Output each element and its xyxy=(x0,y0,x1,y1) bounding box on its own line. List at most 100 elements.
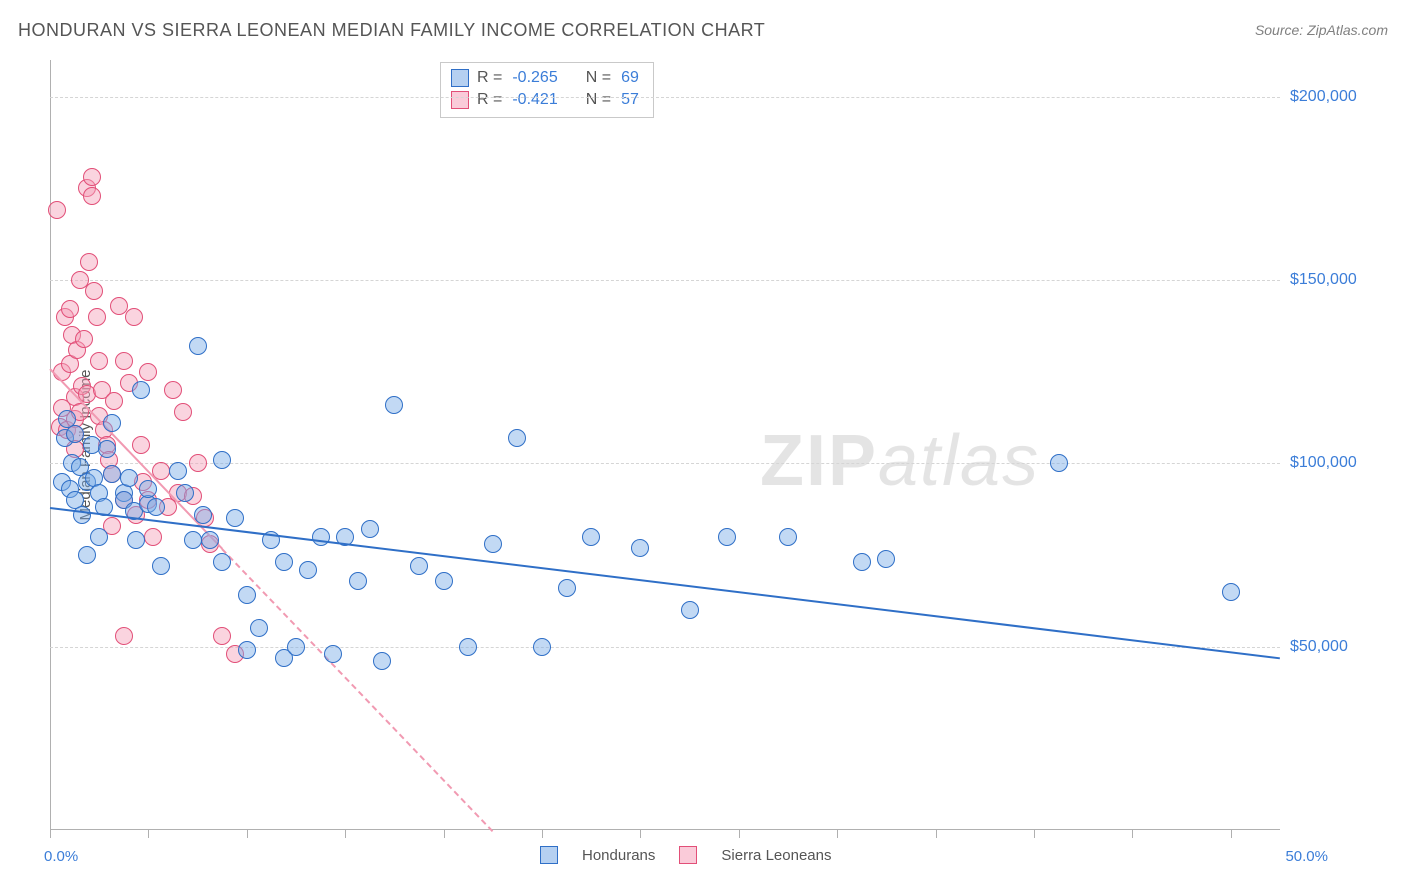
data-point xyxy=(103,465,121,483)
data-point xyxy=(83,168,101,186)
data-point xyxy=(484,535,502,553)
data-point xyxy=(132,381,150,399)
data-point xyxy=(147,498,165,516)
data-point xyxy=(631,539,649,557)
data-point xyxy=(85,282,103,300)
gridline xyxy=(50,463,1280,464)
swatch-blue-icon xyxy=(451,69,469,87)
data-point xyxy=(152,557,170,575)
data-point xyxy=(373,652,391,670)
swatch-pink-icon xyxy=(451,91,469,109)
y-tick-label: $100,000 xyxy=(1290,454,1357,472)
r-value: -0.421 xyxy=(510,89,559,111)
data-point xyxy=(349,572,367,590)
data-point xyxy=(250,619,268,637)
data-point xyxy=(125,308,143,326)
data-point xyxy=(83,187,101,205)
data-point xyxy=(718,528,736,546)
data-point xyxy=(853,553,871,571)
data-point xyxy=(508,429,526,447)
series-legend: Hondurans Sierra Leoneans xyxy=(540,846,831,864)
data-point xyxy=(144,528,162,546)
data-point xyxy=(582,528,600,546)
x-tick xyxy=(640,830,641,838)
data-point xyxy=(558,579,576,597)
legend-label: Sierra Leoneans xyxy=(721,847,831,864)
data-point xyxy=(435,572,453,590)
data-point xyxy=(73,506,91,524)
r-value: -0.265 xyxy=(510,67,559,89)
data-point xyxy=(174,403,192,421)
x-tick xyxy=(542,830,543,838)
data-point xyxy=(533,638,551,656)
data-point xyxy=(80,253,98,271)
x-tick xyxy=(1132,830,1133,838)
data-point xyxy=(127,531,145,549)
r-label: R = xyxy=(477,89,502,111)
data-point xyxy=(164,381,182,399)
x-max-label: 50.0% xyxy=(1285,848,1328,865)
data-point xyxy=(287,638,305,656)
data-point xyxy=(189,337,207,355)
scatter-plot-area xyxy=(50,60,1280,830)
data-point xyxy=(184,531,202,549)
gridline xyxy=(50,280,1280,281)
x-tick xyxy=(148,830,149,838)
legend-label: Hondurans xyxy=(582,847,655,864)
y-tick-label: $200,000 xyxy=(1290,88,1357,106)
data-point xyxy=(90,528,108,546)
gridline xyxy=(50,97,1280,98)
data-point xyxy=(213,627,231,645)
data-point xyxy=(226,509,244,527)
y-tick-label: $150,000 xyxy=(1290,271,1357,289)
source-attribution: Source: ZipAtlas.com xyxy=(1255,22,1388,38)
data-point xyxy=(66,425,84,443)
stats-row-sierraleoneans: R = -0.421 N = 57 xyxy=(451,89,641,111)
data-point xyxy=(88,308,106,326)
data-point xyxy=(78,546,96,564)
x-tick xyxy=(837,830,838,838)
data-point xyxy=(139,363,157,381)
n-label: N = xyxy=(586,89,611,111)
data-point xyxy=(201,531,219,549)
x-tick xyxy=(50,830,51,838)
n-label: N = xyxy=(586,67,611,89)
data-point xyxy=(103,414,121,432)
x-tick xyxy=(444,830,445,838)
x-tick xyxy=(936,830,937,838)
data-point xyxy=(120,469,138,487)
legend-swatch-blue-icon xyxy=(540,846,558,864)
data-point xyxy=(877,550,895,568)
n-value: 57 xyxy=(619,89,641,111)
data-point xyxy=(90,352,108,370)
data-point xyxy=(189,454,207,472)
x-tick xyxy=(1231,830,1232,838)
data-point xyxy=(213,451,231,469)
data-point xyxy=(194,506,212,524)
data-point xyxy=(213,553,231,571)
correlation-stats-box: R = -0.265 N = 69 R = -0.421 N = 57 xyxy=(440,62,654,118)
data-point xyxy=(361,520,379,538)
y-tick-label: $50,000 xyxy=(1290,638,1348,656)
data-point xyxy=(299,561,317,579)
data-point xyxy=(169,462,187,480)
n-value: 69 xyxy=(619,67,641,89)
data-point xyxy=(324,645,342,663)
data-point xyxy=(459,638,477,656)
legend-swatch-pink-icon xyxy=(679,846,697,864)
data-point xyxy=(410,557,428,575)
data-point xyxy=(61,300,79,318)
data-point xyxy=(132,436,150,454)
data-point xyxy=(139,480,157,498)
data-point xyxy=(385,396,403,414)
x-tick xyxy=(1034,830,1035,838)
data-point xyxy=(238,641,256,659)
data-point xyxy=(105,392,123,410)
data-point xyxy=(176,484,194,502)
data-point xyxy=(238,586,256,604)
stats-row-hondurans: R = -0.265 N = 69 xyxy=(451,67,641,89)
r-label: R = xyxy=(477,67,502,89)
data-point xyxy=(48,201,66,219)
x-tick xyxy=(247,830,248,838)
chart-title: HONDURAN VS SIERRA LEONEAN MEDIAN FAMILY… xyxy=(18,20,765,40)
